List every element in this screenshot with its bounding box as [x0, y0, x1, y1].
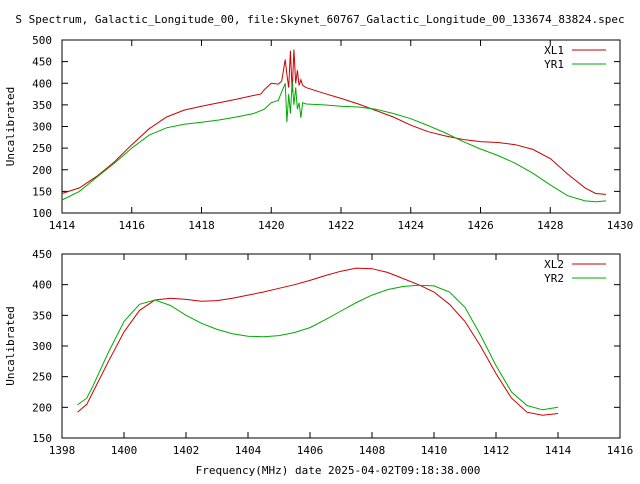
legend-label-yr2: YR2: [544, 272, 564, 285]
y-tick-label: 400: [32, 279, 52, 292]
y-tick-label: 450: [32, 248, 52, 261]
y-tick-label: 250: [32, 142, 52, 155]
x-tick-label: 1402: [173, 444, 200, 457]
y-tick-label: 300: [32, 121, 52, 134]
series-line-xl1: [61, 49, 607, 195]
x-tick-label: 1404: [235, 444, 262, 457]
y-tick-label: 450: [32, 56, 52, 69]
y-tick-label: 150: [32, 185, 52, 198]
chart-panel-2: 1398 1400 1402 1404 1406 1408 1410 1412 1414 1416…: [4, 248, 633, 457]
chart-panel-1: 1414 1416 1418 1420 1422 1424 1426 1428 1430 100 1…: [4, 34, 633, 232]
x-tick-label: 1408: [359, 444, 386, 457]
x-tick-label: 1406: [297, 444, 324, 457]
y-tick-label: 400: [32, 77, 52, 90]
x-tick-label: 1416: [607, 444, 634, 457]
series-line-yr1: [61, 81, 607, 203]
x-tick-label: 1412: [483, 444, 510, 457]
x-tick-label: 1424: [398, 219, 425, 232]
x-tick-label: 1426: [467, 219, 494, 232]
y-tick-label: 350: [32, 309, 52, 322]
x-tick-label: 1400: [111, 444, 138, 457]
y-tick-label: 100: [32, 207, 52, 220]
plot-frame: [61, 253, 621, 439]
x-tick-label: 1416: [119, 219, 146, 232]
x-tick-label: 1422: [328, 219, 355, 232]
x-tick-label: 1410: [421, 444, 448, 457]
series-line-yr2: [77, 284, 559, 411]
y-axis-label: Uncalibrated: [4, 87, 17, 166]
legend-label-xl1: XL1: [544, 44, 564, 57]
x-tick-label: 1418: [188, 219, 215, 232]
y-tick-label: 200: [32, 164, 52, 177]
y-tick-label: 150: [32, 432, 52, 445]
x-tick-label: 1414: [49, 219, 76, 232]
legend-label-yr1: YR1: [544, 58, 564, 71]
y-tick-label: 350: [32, 99, 52, 112]
y-tick-label: 500: [32, 34, 52, 47]
y-tick-label: 250: [32, 371, 52, 384]
x-tick-label: 1398: [49, 444, 76, 457]
plot-frame: [61, 39, 621, 214]
page-title: S Spectrum, Galactic_Longitude_00, file:…: [15, 13, 624, 26]
x-tick-label: 1420: [258, 219, 285, 232]
x-tick-label: 1430: [607, 219, 634, 232]
x-tick-label: 1414: [545, 444, 572, 457]
legend-label-xl2: XL2: [544, 258, 564, 271]
series-line-xl2: [77, 267, 559, 416]
x-tick-label: 1428: [537, 219, 564, 232]
y-tick-label: 300: [32, 340, 52, 353]
x-axis-label: Frequency(MHz) date 2025-04-02T09:18:38.…: [196, 464, 481, 477]
y-tick-label: 200: [32, 401, 52, 414]
y-axis-label: Uncalibrated: [4, 306, 17, 385]
